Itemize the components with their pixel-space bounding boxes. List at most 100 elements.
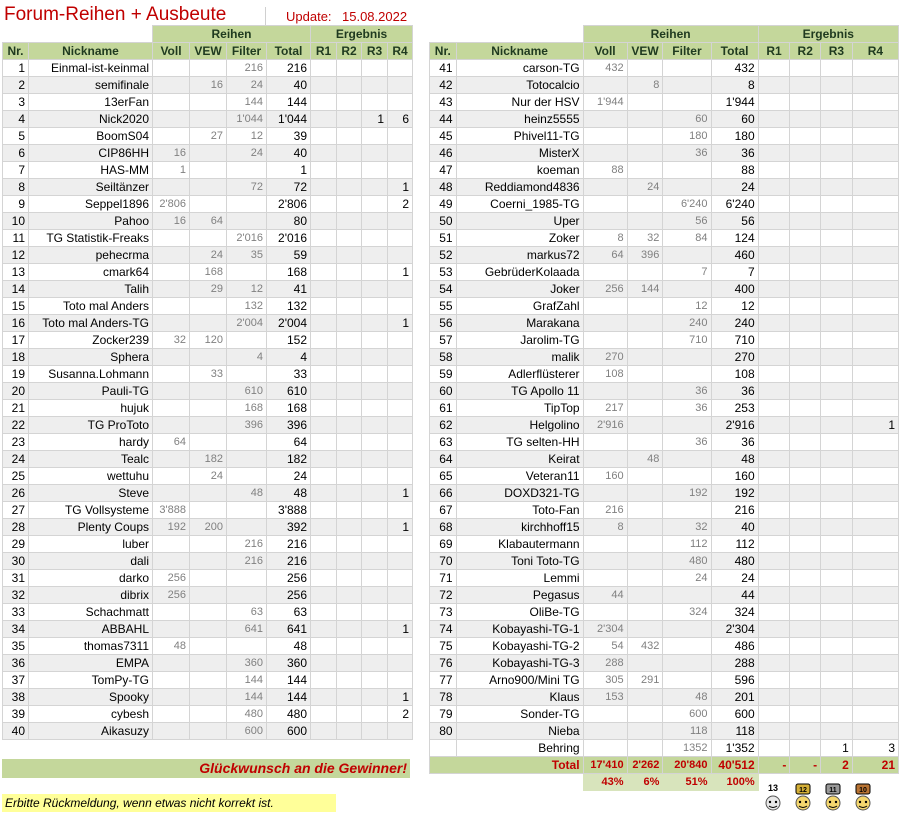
row-total: 108 (710, 365, 759, 383)
row-r4 (387, 552, 414, 570)
table-row: 13 cmark64 168 168 1 (2, 263, 414, 281)
row-r2 (336, 195, 363, 213)
row-number: 44 (429, 110, 457, 128)
row-voll: 256 (152, 586, 190, 604)
row-voll (582, 212, 628, 230)
row-number: 40 (2, 722, 29, 740)
row-filter: 7 (662, 263, 712, 281)
table-row: 60 TG Apollo 11 36 36 (429, 382, 900, 400)
row-total: 80 (265, 212, 312, 230)
row-r1 (310, 450, 338, 468)
row-filter: 2'016 (226, 229, 267, 247)
row-total: 4 (265, 348, 312, 366)
table-row: 74 Kobayashi-TG-1 2'304 2'304 (429, 620, 900, 638)
row-r3 (820, 552, 853, 570)
row-r1 (310, 212, 338, 230)
table-row: 33 Schachmatt 63 63 (2, 603, 414, 621)
row-filter: 1'044 (226, 110, 267, 128)
row-r4 (851, 569, 900, 587)
row-r2 (336, 229, 363, 247)
row-voll: 64 (582, 246, 628, 264)
row-r1 (757, 195, 791, 213)
trophy-label: 11 (829, 787, 837, 794)
row-vew (189, 348, 227, 366)
row-r1 (310, 722, 338, 740)
row-r1 (310, 569, 338, 587)
row-r1 (757, 314, 791, 332)
row-r3 (820, 144, 853, 162)
table-row: 45 Phivel11-TG 180 180 (429, 127, 900, 145)
row-nickname: Steve (28, 484, 153, 502)
row-number: 28 (2, 518, 29, 536)
row-r4 (851, 297, 900, 315)
row-r1 (757, 620, 791, 638)
row-vew (626, 365, 664, 383)
row-r3 (361, 178, 389, 196)
row-vew (189, 229, 227, 247)
row-r3 (820, 195, 853, 213)
row-voll: 2'806 (152, 195, 190, 213)
trophy-12-icon: 12 (790, 782, 816, 812)
row-total: 270 (710, 348, 759, 366)
row-r1 (757, 586, 791, 604)
row-vew (189, 195, 227, 213)
row-filter: 216 (226, 535, 267, 553)
row-filter (226, 161, 267, 179)
table-row: 27 TG Vollsysteme 3'888 3'888 (2, 501, 414, 519)
row-number: 54 (429, 280, 457, 298)
row-filter (662, 620, 712, 638)
row-r4 (851, 467, 900, 485)
row-number: 33 (2, 603, 29, 621)
row-r2 (336, 637, 363, 655)
row-r2 (789, 178, 822, 196)
table-row: 37 TomPy-TG 144 144 (2, 671, 414, 689)
row-nickname: Pauli-TG (28, 382, 153, 400)
row-vew (189, 433, 227, 451)
row-r4 (851, 178, 900, 196)
row-vew (626, 620, 664, 638)
row-r2 (336, 552, 363, 570)
row-vew (626, 416, 664, 434)
row-vew: 200 (189, 518, 227, 536)
row-voll (152, 552, 190, 570)
table-row: 40 Aikasuzy 600 600 (2, 722, 414, 740)
row-r4 (387, 722, 414, 740)
row-vew (626, 501, 664, 519)
row-r4: 1 (387, 620, 414, 638)
col-header-voll: Voll (152, 42, 190, 60)
col-header-total: Total (710, 42, 759, 60)
row-total: 132 (265, 297, 312, 315)
row-vew: 291 (626, 671, 664, 689)
row-voll (152, 314, 190, 332)
row-voll (152, 705, 190, 723)
table-row: 55 GrafZahl 12 12 (429, 297, 900, 315)
row-r2 (789, 484, 822, 502)
row-nickname: Sonder-TG (455, 705, 584, 723)
row-r1 (757, 144, 791, 162)
row-r2 (336, 433, 363, 451)
row-number: 15 (2, 297, 29, 315)
row-voll (582, 195, 628, 213)
row-vew: 32 (626, 229, 664, 247)
row-nickname: hardy (28, 433, 153, 451)
row-vew (626, 722, 664, 740)
row-r1 (310, 518, 338, 536)
row-r1 (310, 297, 338, 315)
row-vew (626, 382, 664, 400)
col-header-total: Total (265, 42, 312, 60)
row-vew (189, 297, 227, 315)
row-r2 (789, 450, 822, 468)
row-number: 70 (429, 552, 457, 570)
row-voll (152, 654, 190, 672)
row-r3 (820, 399, 853, 417)
table-row: 35 thomas7311 48 48 (2, 637, 414, 655)
row-total: 168 (265, 263, 312, 281)
row-r3 (820, 484, 853, 502)
row-total: 2'016 (265, 229, 312, 247)
col-header-r4: R4 (851, 42, 900, 60)
row-filter: 4 (226, 348, 267, 366)
row-r1 (757, 484, 791, 502)
row-r4 (387, 569, 414, 587)
table-row: 46 MisterX 36 36 (429, 144, 900, 162)
row-nickname: dali (28, 552, 153, 570)
